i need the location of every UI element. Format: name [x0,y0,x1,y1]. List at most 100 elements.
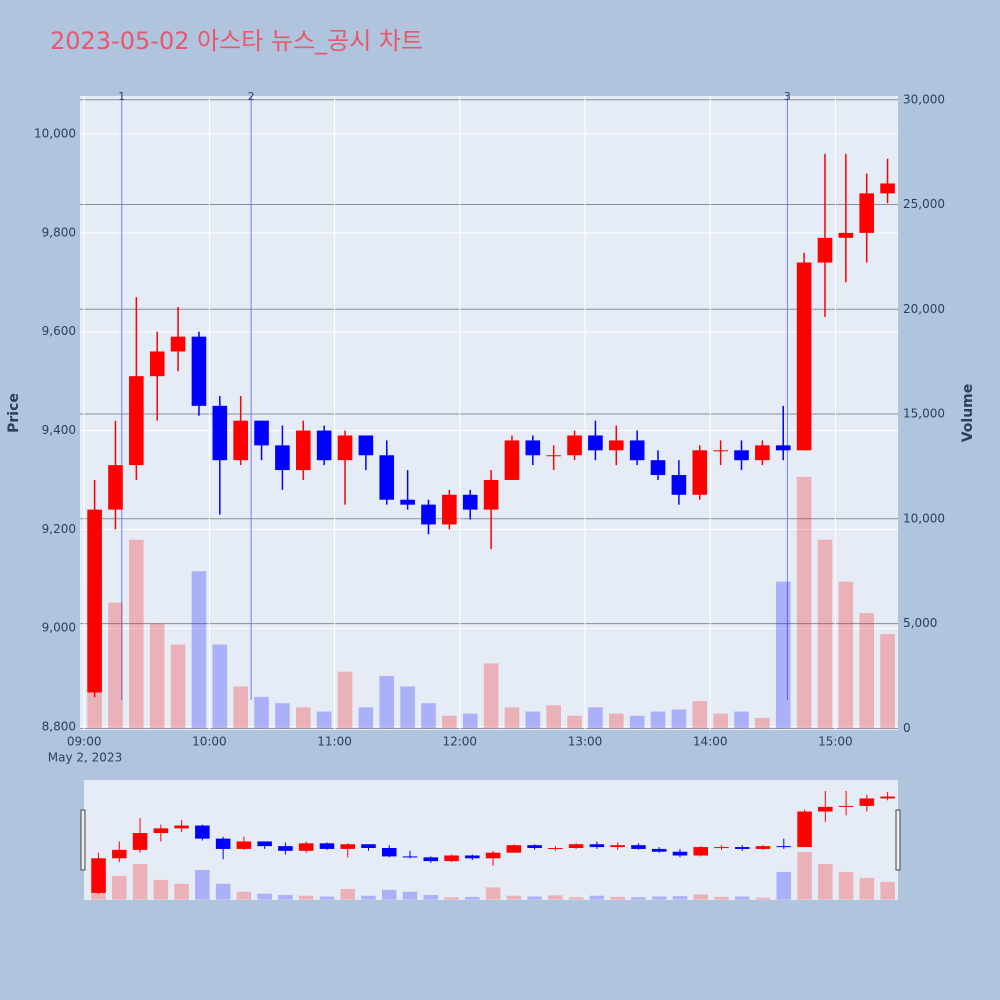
candle-body [87,509,102,693]
volume-bar [233,686,248,729]
volume-bar [880,881,895,900]
candle-body [755,445,770,461]
volume-bar [212,644,228,729]
volume-bar [631,897,646,900]
candle-body [776,846,792,848]
candle-body [734,450,749,461]
volume-bar [108,602,123,729]
candle-body [379,455,395,500]
candle-body [400,499,415,505]
volume-bar [838,581,854,729]
volume-bar [298,895,314,900]
volume-bar [257,893,272,900]
candle-body [548,847,563,849]
y-tick-label: 10,000 [34,127,76,141]
volume-bar [880,634,895,729]
candle-body [713,450,728,452]
candle-body [129,376,144,466]
volume-bar [215,883,231,900]
candle-body [880,183,895,194]
x-tick-label: 15:00 [818,735,853,749]
x-tick-label: 13:00 [568,735,603,749]
volume-bar [610,896,625,900]
candle-body [650,460,666,476]
volume-bar [442,715,457,729]
candle-body [462,494,478,510]
volume-bar [295,707,311,729]
candle-body [195,825,210,839]
y-axis-label: Price [6,393,22,433]
y2-tick-label: 5,000 [903,616,937,630]
candle-body [361,844,376,848]
volume-bar [319,896,335,900]
volume-bar [589,895,605,900]
candle-body [651,848,667,852]
volume-bar [713,713,728,729]
candle-body [233,420,248,461]
candle-body [504,440,520,480]
news-marker-label: 3 [784,90,791,103]
volume-bar [400,686,415,729]
candle-body [381,847,397,857]
volume-bar [567,715,582,729]
volume-bar [340,888,355,900]
volume-bar [693,894,708,900]
volume-bar [444,897,459,900]
volume-bar [672,896,688,900]
candle-body [859,193,875,233]
volume-bar [421,703,436,729]
volume-bar [174,883,189,900]
candle-body [423,857,439,862]
x-subtitle: May 2, 2023 [48,751,122,765]
volume-bar [112,875,127,900]
volume-bar [755,897,771,900]
candle-body [191,336,207,406]
y-tick-label: 9,000 [42,621,76,635]
volume-bar [650,711,666,729]
candle-body [859,798,875,806]
candle-body [91,858,106,893]
volume-bar [525,711,541,729]
y-tick-label: 9,200 [42,522,76,536]
volume-bar [337,671,353,729]
candle-body [610,845,625,848]
candle-body [485,852,501,859]
volume-bar [191,571,207,729]
candle-body [153,828,169,834]
candle-body [108,465,123,510]
candle-body [755,846,771,849]
candle-body [525,440,541,456]
candle-body [170,336,186,352]
volume-bar [734,711,749,729]
chart-title: 2023-05-02 아스타 뉴스_공시 차트 [50,27,423,55]
volume-bar [358,707,374,729]
candle-body [174,825,189,829]
news-marker-label: 2 [248,90,255,103]
x-tick-label: 14:00 [693,735,728,749]
candle-body [589,844,605,848]
volume-bar [818,863,833,900]
candle-body [275,445,290,471]
volume-bar [755,717,770,729]
candle-body [337,435,353,461]
volume-bar [381,889,397,900]
volume-bar [859,877,875,900]
volume-bar [568,897,584,900]
volume-bar [796,476,812,729]
volume-bar [402,891,418,900]
candle-body [631,845,646,849]
volume-bar [629,715,645,729]
y2-tick-label: 30,000 [903,92,945,106]
volume-bar [170,644,186,729]
candle-body [215,838,231,849]
candle-body [568,844,584,848]
volume-bar [548,895,563,900]
candle-body [257,841,272,847]
candle-body [316,430,332,461]
volume-bar [485,887,501,900]
candle-body [608,440,624,451]
candle-body [775,445,791,451]
volume-bar [465,896,480,900]
volume-bar [275,703,290,729]
